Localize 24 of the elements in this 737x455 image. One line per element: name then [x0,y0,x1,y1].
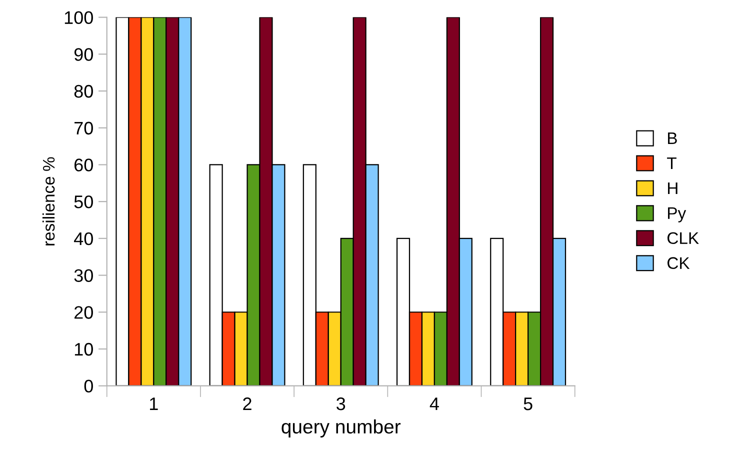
y-tick-label: 80 [74,84,93,98]
x-tick-label: 3 [336,397,346,410]
x-axis-title: query number [282,419,401,438]
y-tick-label: 90 [74,48,93,61]
x-tick-label: 2 [243,397,252,410]
y-tick-label: 0 [84,380,93,393]
y-tick-label: 20 [74,306,93,319]
legend-label: CLK [668,232,699,244]
legend-label: H [668,182,678,194]
x-tick-label: 1 [150,398,158,410]
legend-label: B [668,132,677,144]
y-axis-title: resilience % [42,157,55,246]
y-tick-label: 40 [74,232,93,246]
y-tick-label: 50 [74,196,93,208]
y-tick-label: 10 [74,342,93,356]
y-tick-label: 100 [64,11,93,24]
x-tick-label: 5 [524,398,532,410]
legend-label: T [667,158,676,169]
legend-label: Py [668,207,686,222]
legend-label: CK [668,257,690,269]
y-tick-label: 70 [74,122,93,135]
x-tick-label: 4 [430,398,439,410]
y-tick-label: 60 [74,158,93,172]
y-tick-label: 30 [74,269,93,282]
